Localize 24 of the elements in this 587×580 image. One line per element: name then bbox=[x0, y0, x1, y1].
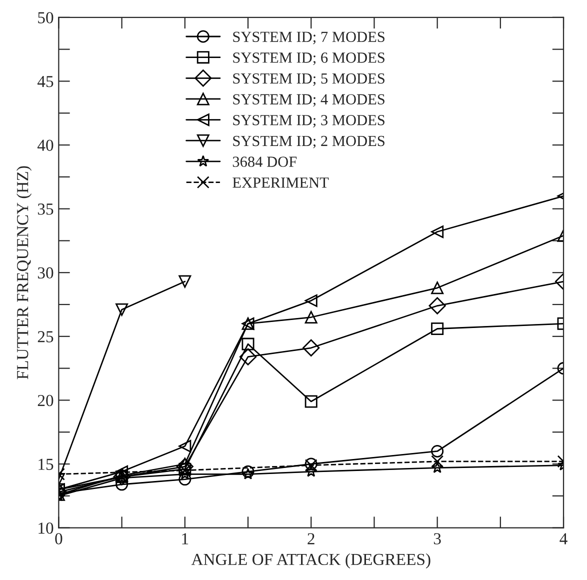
legend-label: SYSTEM ID; 2 MODES bbox=[233, 136, 384, 148]
legend-label: EXPERIMENT bbox=[232, 178, 329, 188]
x-tick-label: 4 bbox=[560, 533, 568, 544]
y-axis-title: FLUTTER FREQUENCY (HZ) bbox=[16, 166, 32, 380]
y-tick-label: 35 bbox=[38, 204, 54, 215]
x-tick-label: 3 bbox=[434, 533, 441, 544]
y-tick-label: 40 bbox=[38, 140, 54, 151]
x-tick-label: 1 bbox=[182, 533, 188, 544]
y-tick-label: 45 bbox=[38, 76, 54, 88]
y-tick-label: 20 bbox=[38, 394, 54, 406]
x-axis-title: ANGLE OF ATTACK (DEGREES) bbox=[191, 553, 430, 568]
legend-label: SYSTEM ID; 6 MODES bbox=[233, 52, 384, 66]
y-tick-label: 25 bbox=[38, 331, 54, 342]
y-tick-label: 50 bbox=[38, 12, 54, 24]
x-tick-label: 2 bbox=[308, 533, 314, 544]
legend-label: SYSTEM ID; 3 MODES bbox=[233, 115, 384, 128]
legend-label: SYSTEM ID; 4 MODES bbox=[233, 94, 384, 107]
legend-label: 3684 DOF bbox=[232, 156, 297, 167]
x-tick-label: 0 bbox=[55, 533, 62, 544]
y-tick-label: 10 bbox=[38, 522, 54, 534]
y-tick-label: 15 bbox=[38, 458, 54, 470]
legend-label: SYSTEM ID; 5 MODES bbox=[233, 73, 384, 86]
y-tick-label: 30 bbox=[38, 267, 54, 279]
legend-label: SYSTEM ID; 7 MODES bbox=[233, 32, 384, 44]
